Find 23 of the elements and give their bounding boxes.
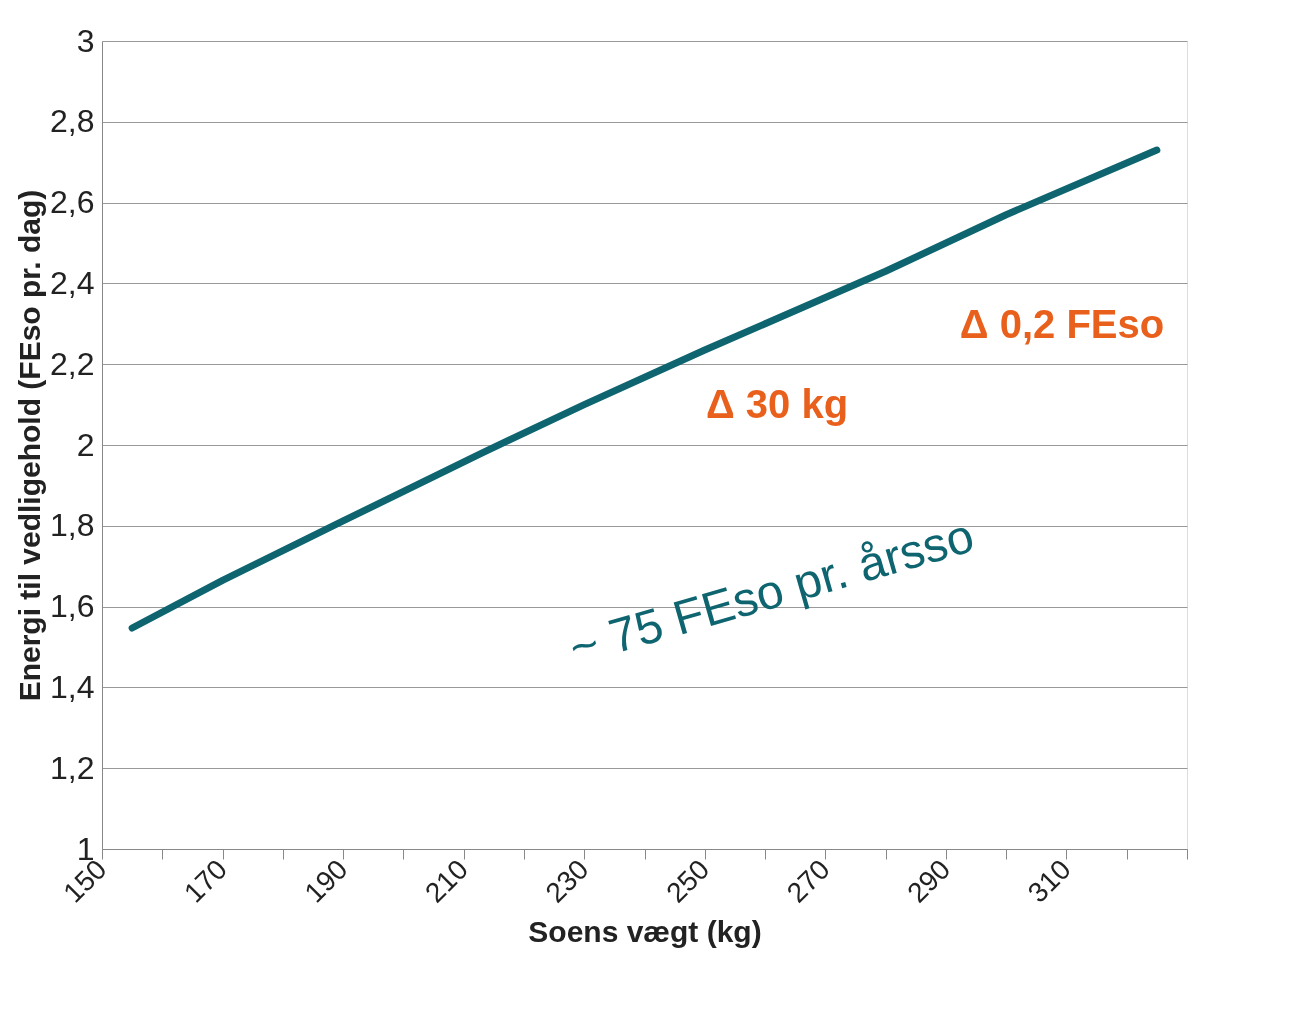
y-tick-label: 2	[76, 426, 95, 463]
y-tick-label: 3	[76, 22, 95, 59]
y-tick-label: 2,6	[50, 184, 95, 221]
x-tick-label: 190	[298, 853, 354, 909]
x-tick-label: 310	[1021, 853, 1077, 909]
annotation: ~ 75 FEso pr. årsso	[563, 508, 980, 675]
y-tick-label: 1,4	[50, 668, 95, 705]
annotation: Δ 0,2 FEso	[959, 302, 1165, 346]
x-axis-title: Soens vægt (kg)	[528, 915, 762, 949]
y-tick-label: 2,2	[50, 345, 95, 382]
x-tick-label: 170	[178, 853, 233, 909]
y-tick-label: 2,8	[50, 103, 95, 140]
x-tick-label: 270	[780, 853, 836, 909]
y-tick-label: 2,4	[50, 264, 95, 301]
y-axis-title: Energi til vedligehold (FEso pr. dag)	[13, 189, 47, 702]
y-tick-label: 1,8	[50, 507, 95, 544]
x-tick-label: 250	[660, 853, 716, 909]
annotation: Δ 30 kg	[705, 382, 849, 426]
y-tick-label: 1,6	[50, 588, 95, 625]
x-tick-label: 210	[419, 853, 475, 909]
x-tick-label: 290	[901, 853, 957, 909]
y-tick-label: 1,2	[50, 749, 95, 786]
x-tick-label: 230	[539, 853, 595, 909]
